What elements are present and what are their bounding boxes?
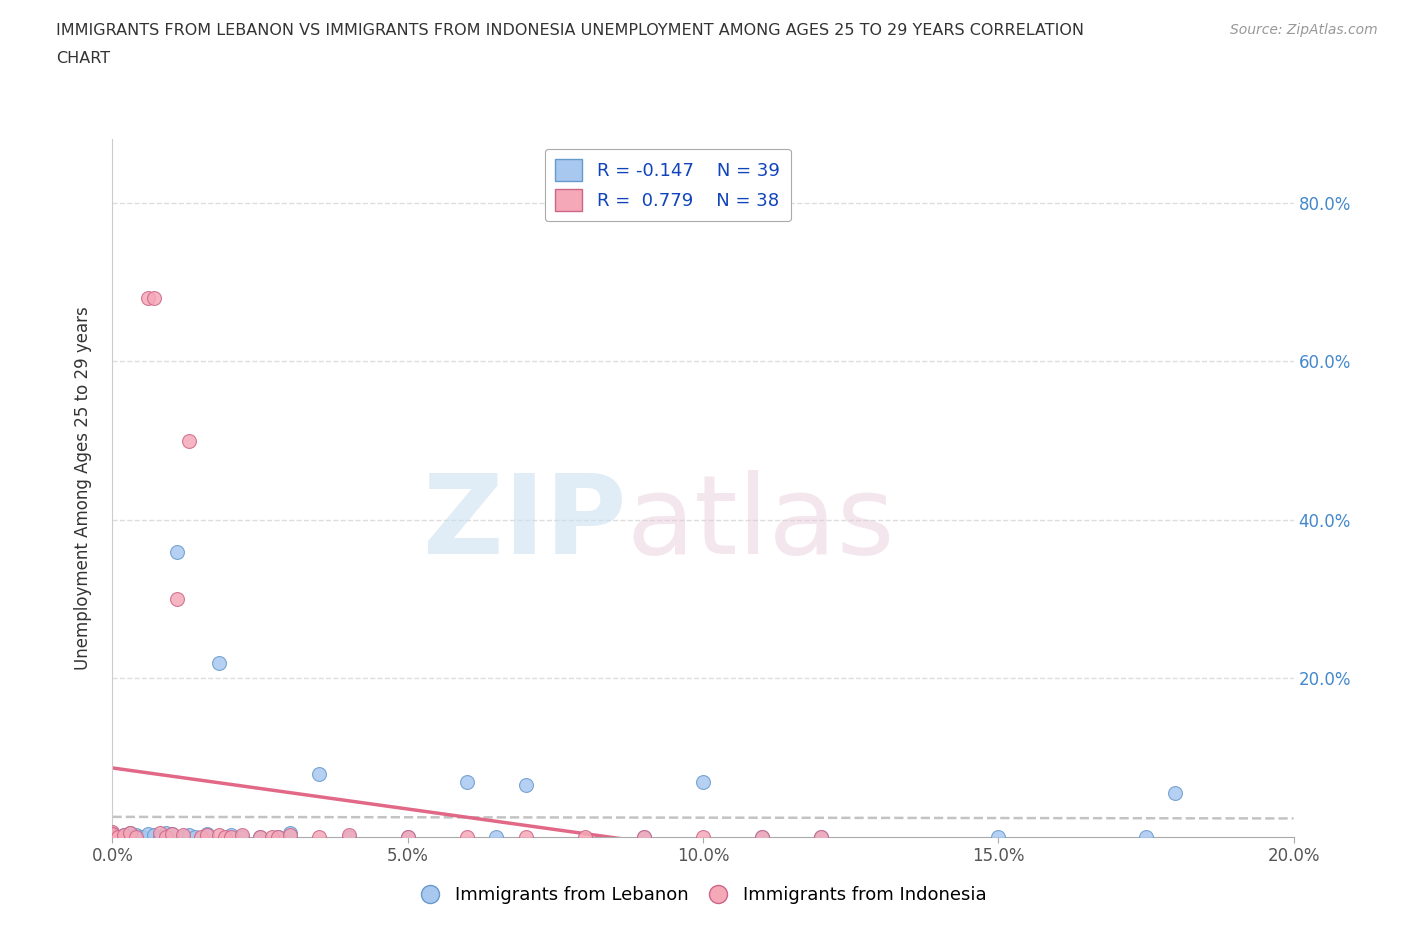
Point [142,827,165,842]
Point [515,778,537,793]
Point [308,766,330,781]
Point [166,591,188,606]
Point [751,830,773,844]
Point [396,830,419,844]
Point [101,827,124,842]
Point [160,827,183,842]
Point [515,830,537,844]
Point [195,827,218,842]
Point [179,433,201,448]
Point [136,827,159,842]
Point [101,827,124,842]
Point [337,827,360,842]
Point [155,830,177,844]
Point [231,830,253,844]
Point [278,827,301,842]
Point [166,544,188,559]
Point [107,830,129,844]
Point [101,827,124,842]
Point [751,830,773,844]
Point [574,830,596,844]
Point [101,825,124,840]
Point [231,827,253,842]
Point [184,830,207,844]
Point [149,826,172,841]
Point [633,830,655,844]
Point [101,830,124,844]
Point [987,830,1010,844]
Point [308,830,330,844]
Point [267,830,290,844]
Point [208,827,231,842]
Point [136,290,159,305]
Point [219,830,242,844]
Point [155,826,177,841]
Point [260,830,283,844]
Text: ZIP: ZIP [423,470,626,577]
Text: CHART: CHART [56,51,110,66]
Point [208,655,231,670]
Point [125,830,148,844]
Point [172,830,194,844]
Text: IMMIGRANTS FROM LEBANON VS IMMIGRANTS FROM INDONESIA UNEMPLOYMENT AMONG AGES 25 : IMMIGRANTS FROM LEBANON VS IMMIGRANTS FR… [56,23,1084,38]
Point [142,290,165,305]
Point [214,830,236,844]
Point [485,830,508,844]
Point [267,830,290,844]
Point [101,827,124,842]
Point [692,774,714,789]
Legend: Immigrants from Lebanon, Immigrants from Indonesia: Immigrants from Lebanon, Immigrants from… [412,879,994,911]
Point [112,827,135,842]
Y-axis label: Unemployment Among Ages 25 to 29 years: Unemployment Among Ages 25 to 29 years [73,306,91,671]
Point [125,827,148,842]
Point [456,830,478,844]
Point [160,827,183,842]
Point [396,830,419,844]
Point [172,827,194,842]
Point [101,828,124,843]
Legend: R = -0.147    N = 39, R =  0.779    N = 38: R = -0.147 N = 39, R = 0.779 N = 38 [544,149,790,221]
Text: Source: ZipAtlas.com: Source: ZipAtlas.com [1230,23,1378,37]
Point [249,830,271,844]
Point [1164,786,1187,801]
Point [101,830,124,844]
Point [120,826,142,841]
Point [219,827,242,842]
Point [692,830,714,844]
Point [179,827,201,842]
Point [120,826,142,841]
Point [810,830,832,844]
Point [112,827,135,842]
Point [1135,830,1157,844]
Point [195,827,218,842]
Point [278,826,301,841]
Point [101,827,124,842]
Text: atlas: atlas [626,470,894,577]
Point [131,830,153,844]
Point [810,830,832,844]
Point [101,830,124,844]
Point [249,830,271,844]
Point [101,826,124,841]
Point [112,830,135,844]
Point [337,830,360,844]
Point [149,830,172,844]
Point [190,830,212,844]
Point [633,830,655,844]
Point [456,774,478,789]
